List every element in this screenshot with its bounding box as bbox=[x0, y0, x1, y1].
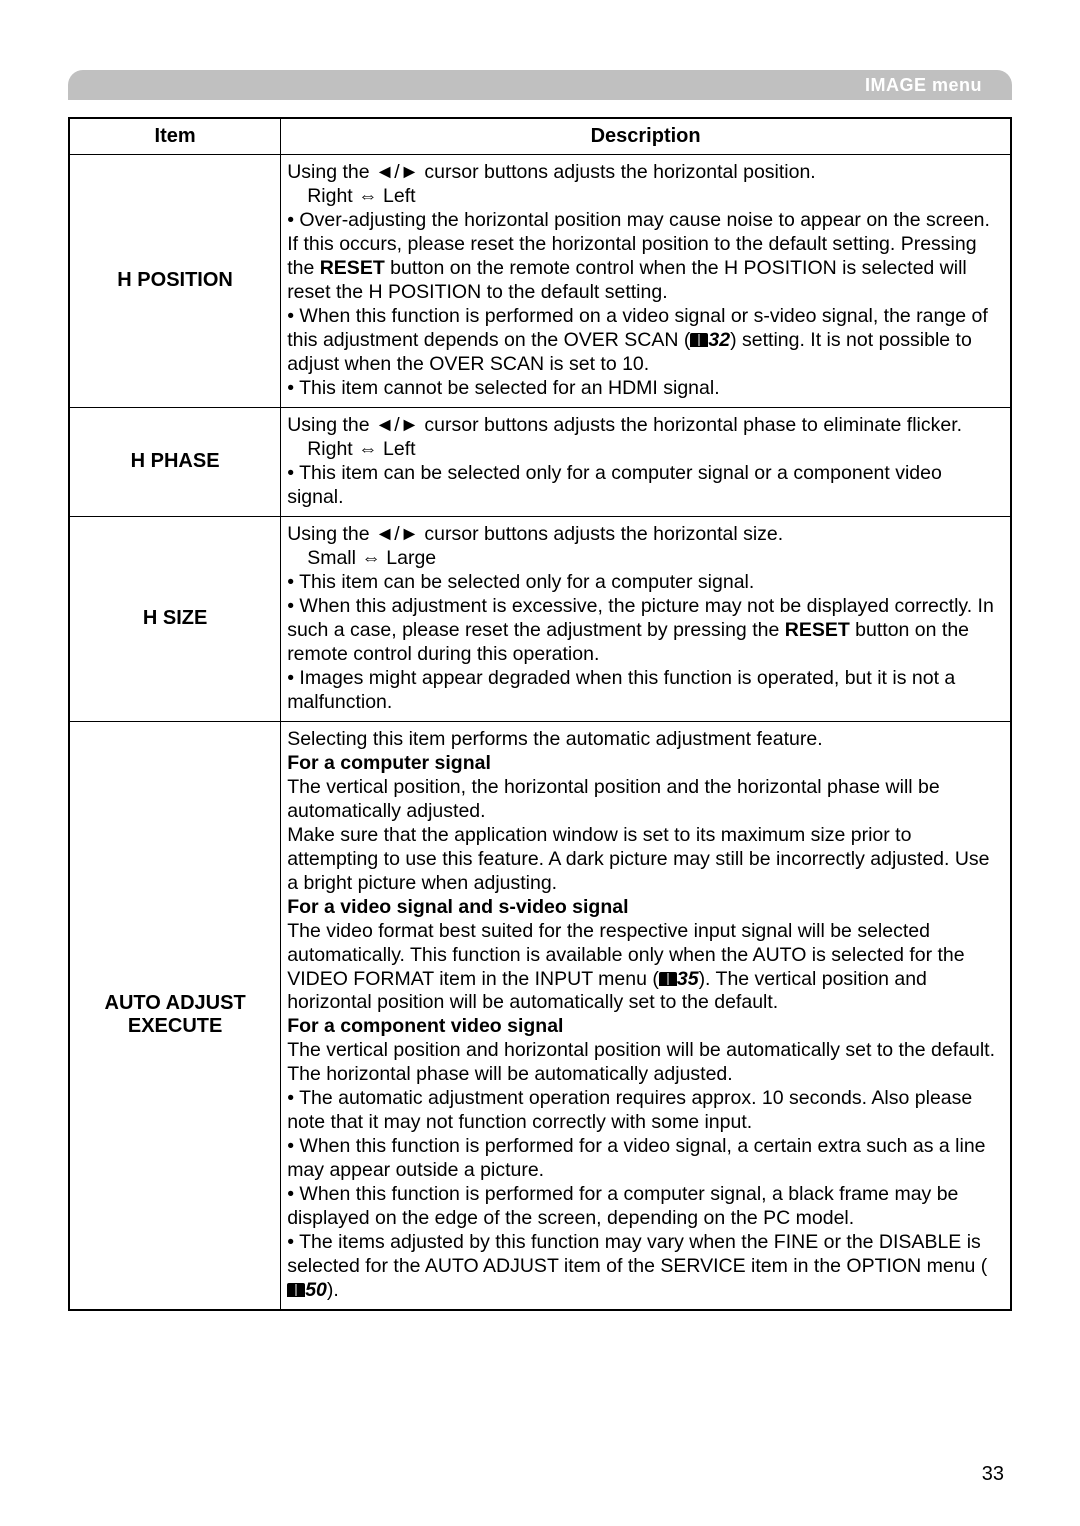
text-line: • Images might appear degraded when this… bbox=[287, 667, 1002, 715]
text-span: • The items adjusted by this function ma… bbox=[287, 1231, 987, 1277]
page-ref: 32 bbox=[708, 329, 730, 351]
header-menu-label: IMAGE menu bbox=[865, 75, 982, 96]
text-line: Right ⇔ Left bbox=[287, 438, 1002, 462]
text-span: ). bbox=[327, 1279, 339, 1301]
text-line: The video format best suited for the res… bbox=[287, 920, 1002, 1016]
text-line: The vertical position and horizontal pos… bbox=[287, 1039, 1002, 1087]
text-line: For a component video signal bbox=[287, 1015, 1002, 1039]
bold-text: RESET bbox=[785, 619, 850, 641]
text-line: • This item cannot be selected for an HD… bbox=[287, 377, 1002, 401]
item-label-line: AUTO ADJUST bbox=[105, 992, 246, 1014]
item-label-line: EXECUTE bbox=[128, 1015, 222, 1037]
desc-auto-adjust: Selecting this item performs the automat… bbox=[281, 721, 1011, 1310]
item-h-position: H POSITION bbox=[69, 155, 281, 408]
text-line: • When this function is performed for a … bbox=[287, 1183, 1002, 1231]
table-row: H SIZE Using the ◄/► cursor buttons adju… bbox=[69, 516, 1011, 721]
book-icon bbox=[287, 1283, 305, 1297]
header-bar: IMAGE menu bbox=[68, 70, 1012, 100]
item-auto-adjust: AUTO ADJUST EXECUTE bbox=[69, 721, 281, 1310]
text-line: Using the ◄/► cursor buttons adjusts the… bbox=[287, 523, 1002, 547]
table-row: AUTO ADJUST EXECUTE Selecting this item … bbox=[69, 721, 1011, 1310]
text-span: button on the remote control when the H … bbox=[287, 257, 967, 303]
text-line: • When this function is performed for a … bbox=[287, 1135, 1002, 1183]
column-header-description: Description bbox=[281, 118, 1011, 155]
page-ref: 50 bbox=[305, 1279, 327, 1301]
bold-text: RESET bbox=[320, 257, 385, 279]
table-header-row: Item Description bbox=[69, 118, 1011, 155]
text-line: • This item can be selected only for a c… bbox=[287, 571, 1002, 595]
text-line: • When this adjustment is excessive, the… bbox=[287, 595, 1002, 667]
item-h-phase: H PHASE bbox=[69, 407, 281, 516]
text-line: • The items adjusted by this function ma… bbox=[287, 1231, 1002, 1303]
item-h-size: H SIZE bbox=[69, 516, 281, 721]
text-line: The vertical position, the horizontal po… bbox=[287, 776, 1002, 824]
bold-heading: For a computer signal bbox=[287, 752, 491, 774]
bold-heading: For a video signal and s-video signal bbox=[287, 896, 628, 918]
table-row: H PHASE Using the ◄/► cursor buttons adj… bbox=[69, 407, 1011, 516]
text-line: • This item can be selected only for a c… bbox=[287, 462, 1002, 510]
column-header-item: Item bbox=[69, 118, 281, 155]
desc-h-position: Using the ◄/► cursor buttons adjusts the… bbox=[281, 155, 1011, 408]
image-menu-table: Item Description H POSITION Using the ◄/… bbox=[68, 117, 1012, 1311]
desc-h-size: Using the ◄/► cursor buttons adjusts the… bbox=[281, 516, 1011, 721]
text-line: Using the ◄/► cursor buttons adjusts the… bbox=[287, 161, 1002, 185]
book-icon bbox=[659, 972, 677, 986]
desc-h-phase: Using the ◄/► cursor buttons adjusts the… bbox=[281, 407, 1011, 516]
text-line: Small ⇔ Large bbox=[287, 547, 1002, 571]
text-line: Right ⇔ Left bbox=[287, 185, 1002, 209]
text-line: Using the ◄/► cursor buttons adjusts the… bbox=[287, 414, 1002, 438]
text-line: For a video signal and s-video signal bbox=[287, 896, 1002, 920]
text-line: • Over-adjusting the horizontal position… bbox=[287, 209, 1002, 305]
text-line: • The automatic adjustment operation req… bbox=[287, 1087, 1002, 1135]
book-icon bbox=[690, 333, 708, 347]
table-row: H POSITION Using the ◄/► cursor buttons … bbox=[69, 155, 1011, 408]
text-line: Selecting this item performs the automat… bbox=[287, 728, 1002, 752]
text-line: • When this function is performed on a v… bbox=[287, 305, 1002, 377]
text-line: For a computer signal bbox=[287, 752, 1002, 776]
text-line: Make sure that the application window is… bbox=[287, 824, 1002, 896]
page-ref: 35 bbox=[677, 968, 699, 990]
page-number: 33 bbox=[982, 1463, 1004, 1486]
bold-heading: For a component video signal bbox=[287, 1015, 563, 1037]
